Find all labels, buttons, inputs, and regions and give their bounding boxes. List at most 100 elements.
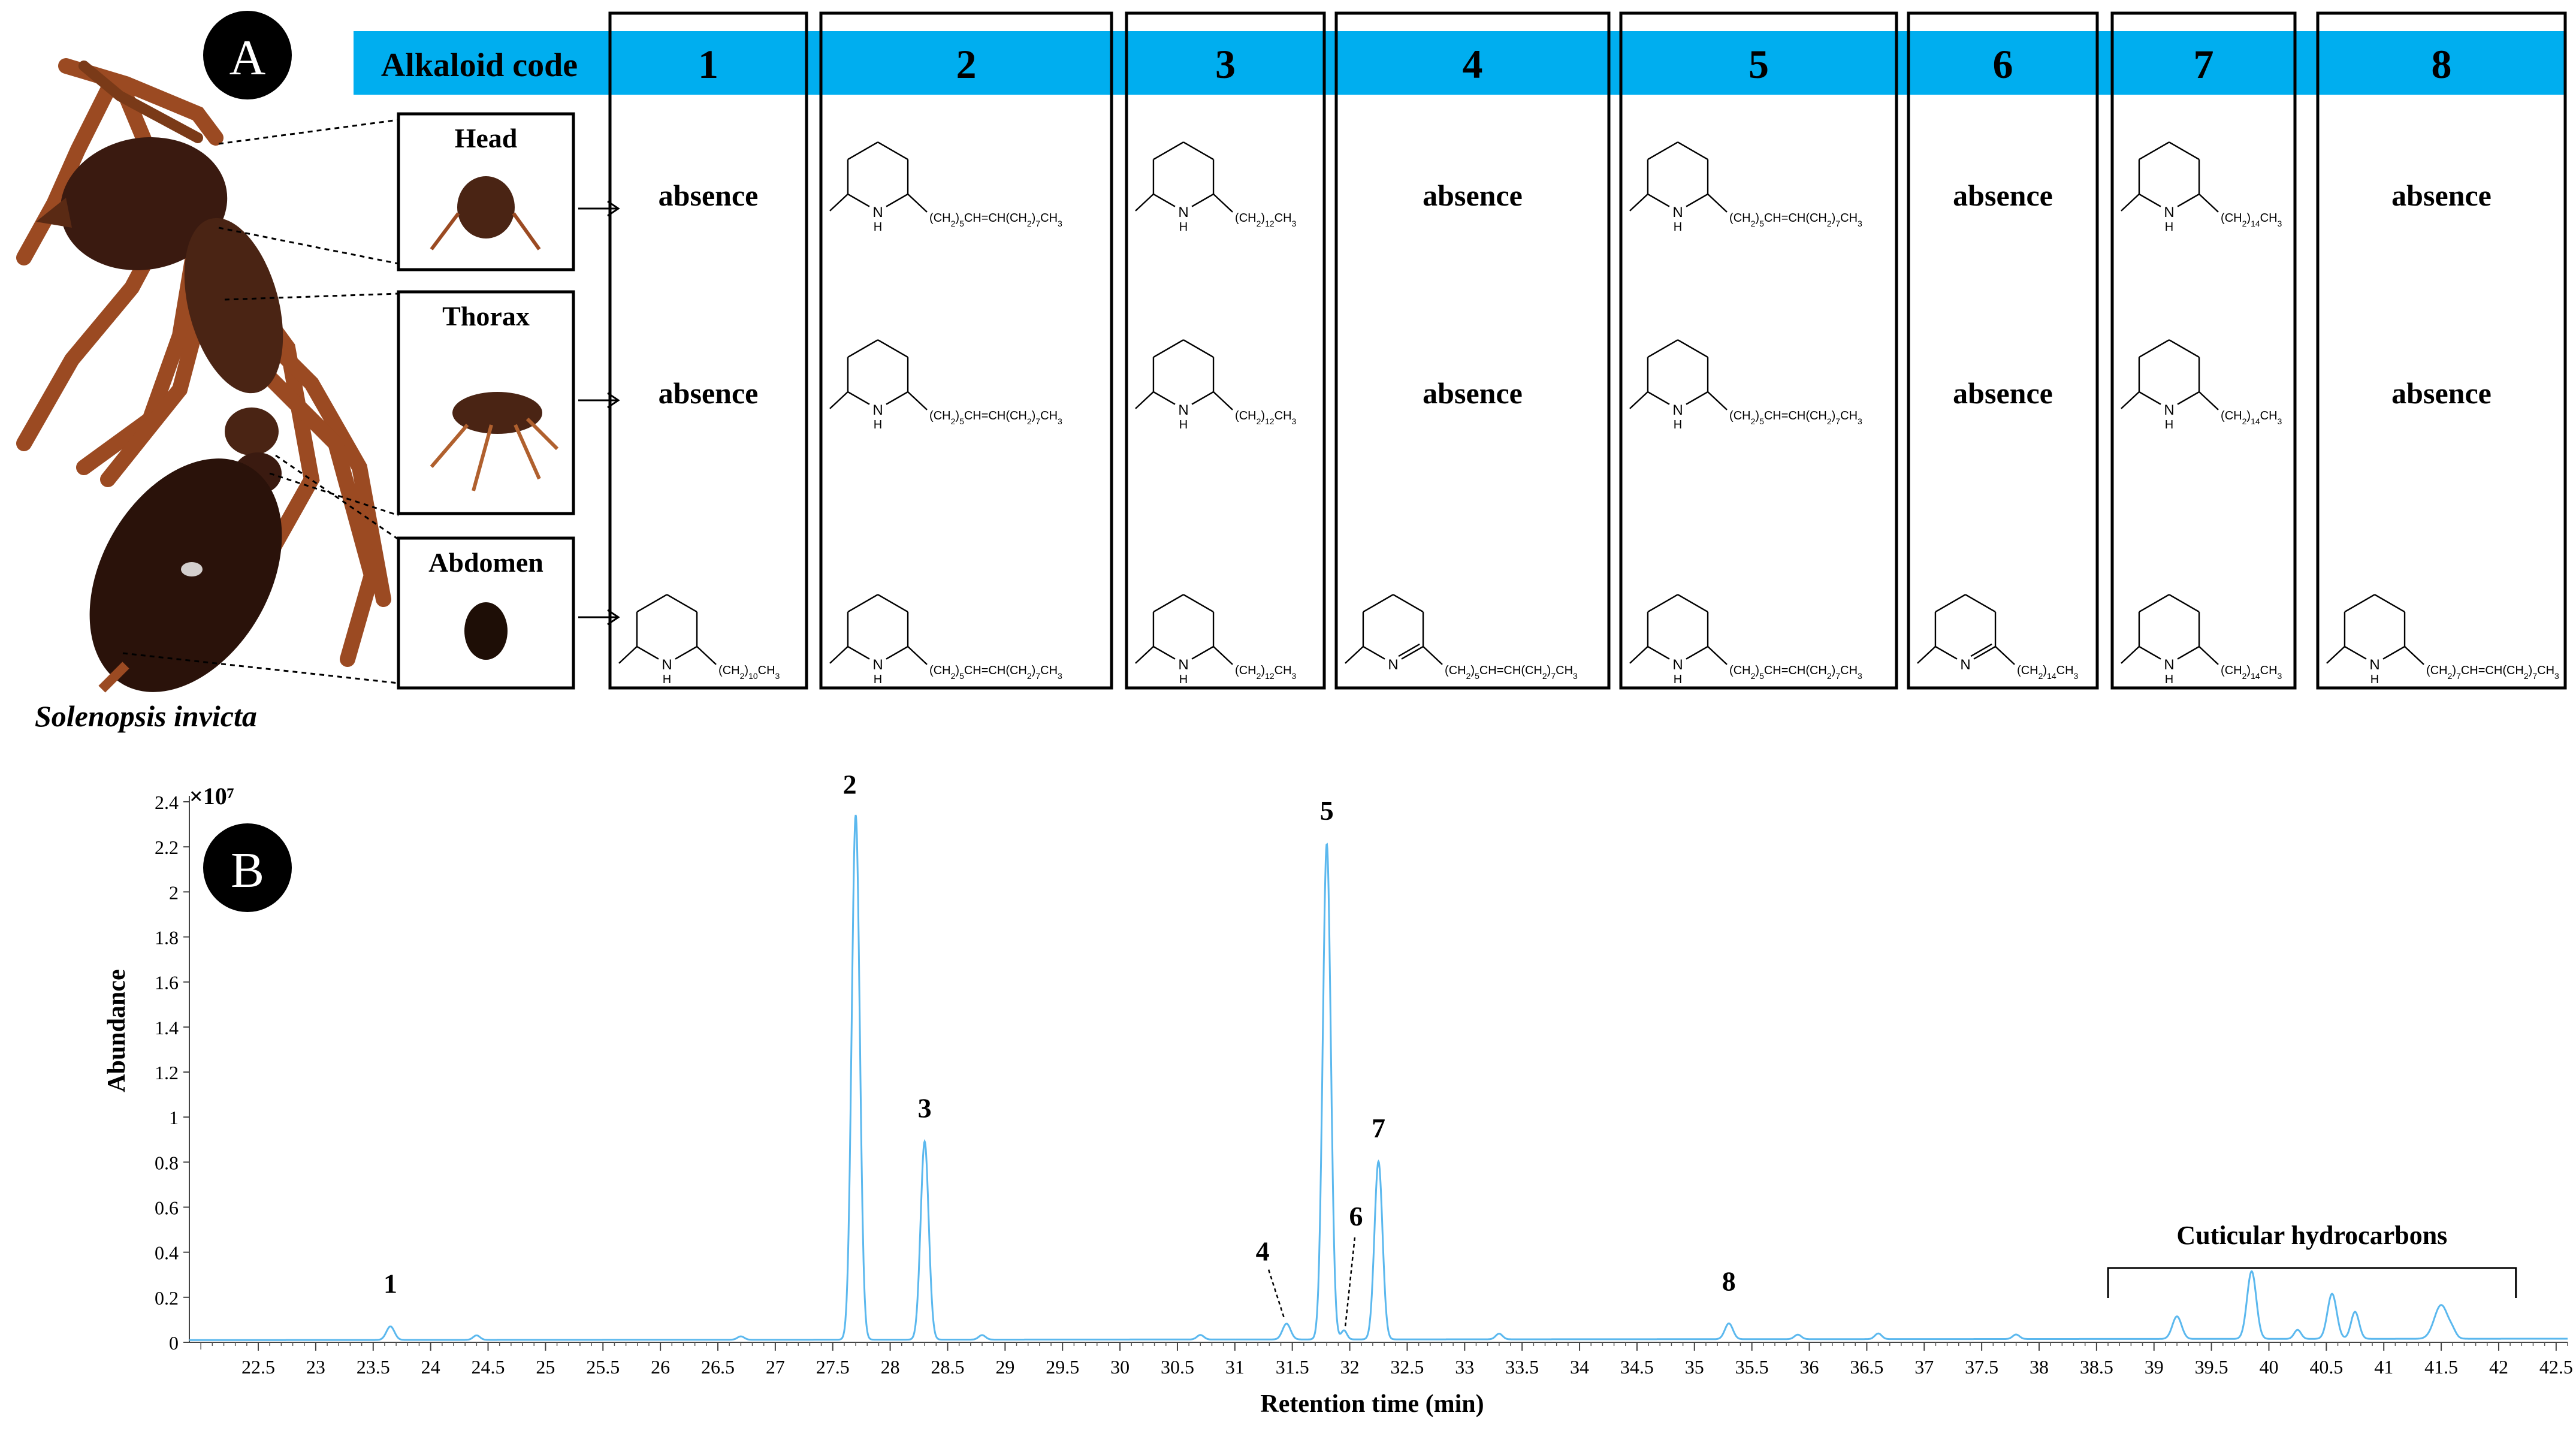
y-tick-label: 2 — [169, 881, 179, 903]
nitrogen-atom: N — [1178, 657, 1188, 673]
chain-bond — [1707, 646, 1728, 665]
substituent-chain: (CH2)12CH3 — [1235, 409, 1296, 426]
x-tick-label: 39 — [2145, 1356, 2164, 1378]
x-tick-label: 40 — [2259, 1356, 2278, 1378]
methyl-bond — [829, 646, 848, 664]
nitrogen-atom: N — [1178, 402, 1188, 418]
piperidine-structure: NH (CH2)5CH=CH(CH2)7CH3 — [829, 339, 1062, 431]
alkaloid-column: 4 absence absence N (CH2)5CH=CH(CH2)7CH3 — [1334, 11, 1611, 690]
alkaloid-code: 4 — [1463, 41, 1483, 87]
body-part-label: Abdomen — [428, 547, 543, 578]
piperidine-structure: NH (CH2)10CH3 — [618, 594, 780, 686]
alkaloid-column: 2NH(CH2)5CH=CH(CH2)7CH3NH(CH2)5CH=CH(CH2… — [819, 11, 1113, 690]
substituent-chain: (CH2)12CH3 — [1235, 664, 1296, 681]
x-tick-label: 32.5 — [1390, 1356, 1424, 1378]
piperidine-structure: NH (CH2)7CH=CH(CH2)7CH3 — [2326, 594, 2559, 686]
nh-hydrogen: H — [874, 418, 882, 431]
column-box — [1334, 11, 1611, 690]
ring-bonds — [2138, 339, 2200, 405]
chain-bond — [1213, 194, 1233, 213]
methyl-bond — [829, 194, 848, 212]
x-tick-label: 36.5 — [1850, 1356, 1883, 1378]
hydrocarbon-bracket — [2107, 1267, 2517, 1298]
piperidine-structure: NH (CH2)12CH3 — [1135, 594, 1297, 686]
chain-bond — [1707, 391, 1728, 410]
x-tick-label: 39.5 — [2195, 1356, 2228, 1378]
nh-hydrogen: H — [2165, 418, 2173, 431]
alkaloid-column: 6 absence absence N (CH2)14CH3 — [1907, 11, 2099, 690]
panel-b-badge — [203, 823, 292, 912]
ring-bonds — [847, 141, 909, 207]
panel-a-badge — [203, 11, 292, 99]
peak-leader — [1267, 1269, 1285, 1319]
x-tick-label: 25 — [536, 1356, 555, 1378]
chain-bond — [2404, 646, 2424, 665]
chain-bond — [2198, 391, 2219, 410]
methyl-bond — [1135, 391, 1154, 409]
ring-bonds — [1362, 594, 1424, 660]
ring-bonds — [847, 594, 909, 660]
x-tick-label: 24 — [421, 1356, 440, 1378]
y-tick-label: 2.2 — [155, 837, 179, 858]
methyl-bond — [1629, 646, 1648, 664]
x-tick-label: 38 — [2030, 1356, 2049, 1378]
ring-bonds — [847, 339, 909, 405]
x-tick-label: 22.5 — [241, 1356, 275, 1378]
ant-head — [60, 137, 228, 271]
peak-label: 4 — [1256, 1236, 1270, 1267]
body-part-label: Thorax — [442, 301, 530, 331]
substituent-chain: (CH2)14CH3 — [2221, 409, 2282, 426]
ring-bonds — [1647, 594, 1709, 660]
nh-hydrogen: H — [874, 673, 882, 686]
peak-label: 7 — [1372, 1113, 1385, 1143]
ant-illustration — [16, 58, 391, 693]
absence-label: absence — [1423, 179, 1523, 212]
chain-bond — [907, 194, 928, 213]
hydrocarbon-label: Cuticular hydrocarbons — [2176, 1221, 2447, 1250]
x-tick-label: 28 — [881, 1356, 900, 1378]
nh-hydrogen: H — [2165, 221, 2173, 234]
x-tick-label: 27 — [766, 1356, 785, 1378]
y-tick-label: 1.4 — [155, 1017, 179, 1038]
x-tick-label: 35 — [1685, 1356, 1704, 1378]
header-label: Alkaloid code — [381, 47, 578, 84]
alkaloid-code: 8 — [2432, 41, 2452, 87]
methyl-bond — [2121, 391, 2140, 409]
x-tick-label: 38.5 — [2080, 1356, 2113, 1378]
piperidine-structure: NH (CH2)5CH=CH(CH2)7CH3 — [829, 141, 1062, 234]
methyl-bond — [829, 391, 848, 409]
methyl-bond — [618, 646, 638, 664]
column-box — [819, 11, 1113, 690]
ring-bonds — [1647, 141, 1709, 207]
ring-bonds — [636, 594, 698, 660]
x-tick-label: 37 — [1914, 1356, 1934, 1378]
alkaloid-code: 7 — [2194, 41, 2214, 87]
head-antennae — [430, 212, 541, 250]
substituent-chain: (CH2)5CH=CH(CH2)7CH3 — [929, 212, 1062, 228]
nitrogen-atom: N — [1388, 657, 1398, 673]
absence-label: absence — [2391, 376, 2492, 410]
piperidine-structure: NH (CH2)12CH3 — [1135, 141, 1297, 234]
column-box — [1619, 11, 1898, 690]
peak-label: 6 — [1349, 1201, 1363, 1231]
x-tick-label: 30.5 — [1161, 1356, 1194, 1378]
substituent-chain: (CH2)5CH=CH(CH2)7CH3 — [1729, 664, 1862, 681]
piperidine-structure: NH (CH2)14CH3 — [2121, 141, 2282, 234]
x-tick-label: 29 — [995, 1356, 1014, 1378]
y-tick-label: 0 — [169, 1332, 179, 1354]
column-box — [1125, 11, 1326, 690]
nh-hydrogen: H — [2370, 673, 2379, 686]
x-tick-label: 42 — [2489, 1356, 2508, 1378]
abdomen-thumbnail — [464, 602, 508, 660]
methyl-bond — [2121, 646, 2140, 664]
x-tick-label: 26 — [651, 1356, 670, 1378]
absence-label: absence — [1953, 179, 2053, 212]
nitrogen-atom: N — [662, 657, 672, 673]
x-tick-label: 36 — [1800, 1356, 1819, 1378]
nitrogen-atom: N — [1178, 204, 1188, 221]
nh-hydrogen: H — [1674, 673, 1682, 686]
ant-antenna — [78, 61, 203, 143]
